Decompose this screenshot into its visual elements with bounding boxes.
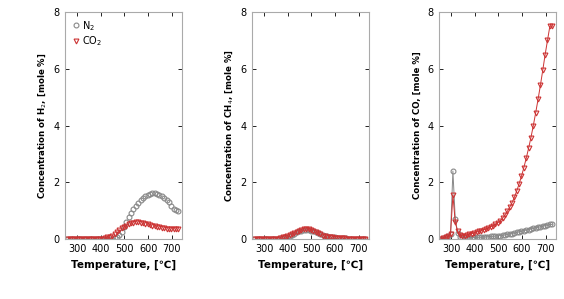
X-axis label: Temperature, [℃]: Temperature, [℃] <box>444 260 550 270</box>
X-axis label: Temperature, [℃]: Temperature, [℃] <box>70 260 176 270</box>
Legend: N$_2$, CO$_2$: N$_2$, CO$_2$ <box>70 17 104 50</box>
Y-axis label: Concentration of H$_2$, [mole %]: Concentration of H$_2$, [mole %] <box>36 52 48 199</box>
Y-axis label: Concentration of CH$_4$, [mole %]: Concentration of CH$_4$, [mole %] <box>223 49 235 202</box>
Y-axis label: Concentration of CO, [mole %]: Concentration of CO, [mole %] <box>413 52 422 199</box>
X-axis label: Temperature, [℃]: Temperature, [℃] <box>258 260 363 270</box>
